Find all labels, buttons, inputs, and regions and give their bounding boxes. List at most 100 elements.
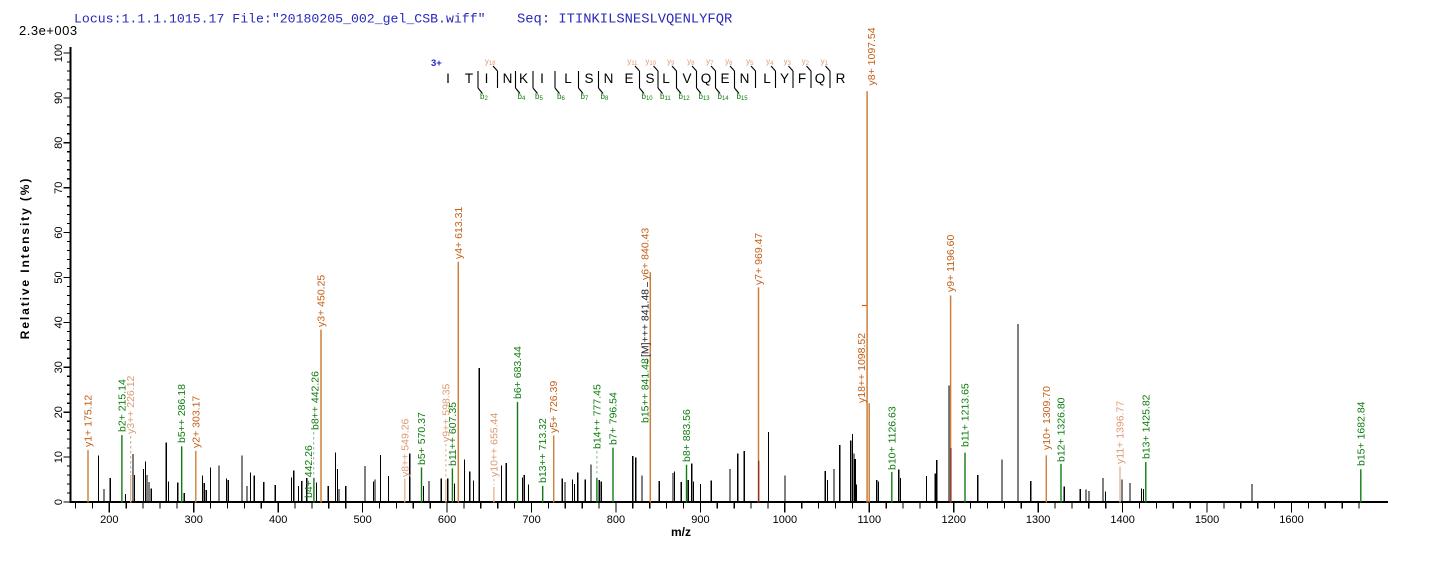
svg-text:I: I (485, 71, 489, 86)
svg-text:1600: 1600 (1279, 514, 1303, 526)
svg-text:300: 300 (185, 514, 203, 526)
svg-text:80: 80 (53, 137, 65, 149)
svg-text:400: 400 (269, 514, 287, 526)
svg-text:y2+ 303.17: y2+ 303.17 (190, 396, 202, 448)
svg-text:Locus:1.1.1.1015.17 File:"2018: Locus:1.1.1.1015.17 File:"20180205_002_g… (74, 12, 486, 27)
svg-text:Relative Intensity (%): Relative Intensity (%) (18, 177, 32, 340)
svg-text:900: 900 (691, 514, 709, 526)
svg-text:b10+ 1126.63: b10+ 1126.63 (886, 406, 898, 470)
svg-text:E: E (720, 71, 729, 86)
svg-text:y3++ 226.12: y3++ 226.12 (125, 375, 137, 434)
svg-text:y4: y4 (766, 57, 774, 67)
svg-text:T: T (465, 71, 473, 86)
svg-text:Q: Q (701, 71, 712, 86)
svg-text:100: 100 (53, 44, 65, 62)
svg-text:600: 600 (438, 514, 456, 526)
svg-text:b6: b6 (557, 92, 565, 102)
svg-text:b7: b7 (581, 92, 589, 102)
svg-text:20: 20 (53, 406, 65, 418)
svg-text:800: 800 (607, 514, 625, 526)
svg-text:[M]+++ 841.48: [M]+++ 841.48 (640, 289, 652, 357)
svg-text:y4+ 613.31: y4+ 613.31 (453, 207, 465, 259)
svg-text:b7+ 796.54: b7+ 796.54 (608, 392, 620, 445)
svg-text:b14: b14 (718, 92, 730, 102)
svg-text:Y: Y (780, 71, 789, 86)
svg-text:y1: y1 (821, 57, 829, 67)
svg-text:50: 50 (53, 271, 65, 283)
svg-text:L: L (564, 71, 572, 86)
svg-text:b15: b15 (737, 92, 749, 102)
svg-text:y1+ 175.12: y1+ 175.12 (83, 395, 95, 447)
svg-text:L: L (763, 71, 771, 86)
svg-text:V: V (682, 71, 691, 86)
svg-text:b12+ 1326.80: b12+ 1326.80 (1056, 397, 1068, 462)
svg-text:N: N (503, 71, 513, 86)
svg-text:b4+ 442.26: b4+ 442.26 (303, 445, 315, 498)
svg-text:E: E (624, 71, 633, 86)
svg-text:b15+ 1682.84: b15+ 1682.84 (1355, 401, 1367, 466)
svg-text:y11: y11 (627, 57, 638, 67)
svg-text:90: 90 (53, 92, 65, 104)
svg-text:N: N (604, 71, 614, 86)
svg-text:b5: b5 (535, 92, 543, 102)
svg-text:R: R (836, 71, 846, 86)
svg-text:b6+ 683.44: b6+ 683.44 (512, 346, 524, 399)
svg-text:b11++ 607.35: b11++ 607.35 (447, 402, 459, 466)
svg-text:30: 30 (53, 361, 65, 373)
svg-text:y10+ 1309.70: y10+ 1309.70 (1041, 386, 1053, 450)
svg-text:m/z: m/z (671, 525, 691, 539)
svg-text:L: L (662, 71, 670, 86)
svg-text:b13: b13 (699, 92, 711, 102)
svg-text:2.3e+003: 2.3e+003 (19, 23, 78, 38)
svg-text:b12: b12 (679, 92, 691, 102)
svg-text:N: N (740, 71, 750, 86)
svg-text:Seq: ITINKILSNESLVQENLYFQR: Seq: ITINKILSNESLVQENLYFQR (517, 13, 732, 28)
svg-text:y11+ 1396.77: y11+ 1396.77 (1115, 401, 1127, 464)
svg-text:y3+ 450.25: y3+ 450.25 (316, 275, 328, 327)
svg-text:y8++ 549.26: y8++ 549.26 (399, 418, 411, 477)
svg-text:1200: 1200 (941, 514, 965, 526)
svg-text:b10: b10 (642, 92, 654, 102)
svg-text:y5+ 726.39: y5+ 726.39 (548, 381, 560, 433)
svg-text:b5++ 286.18: b5++ 286.18 (176, 384, 188, 443)
svg-text:y2: y2 (802, 57, 810, 67)
svg-text:1000: 1000 (773, 514, 797, 526)
svg-text:b11+ 1213.65: b11+ 1213.65 (960, 383, 972, 447)
svg-text:b8++ 442.26: b8++ 442.26 (310, 371, 322, 430)
svg-text:b5+ 570.37: b5+ 570.37 (416, 412, 428, 465)
svg-text:40: 40 (53, 316, 65, 328)
svg-text:b4: b4 (518, 92, 526, 102)
svg-text:y3: y3 (784, 57, 792, 67)
svg-text:y18++ 1098.52: y18++ 1098.52 (856, 333, 868, 403)
svg-text:K: K (519, 71, 528, 86)
svg-text:500: 500 (353, 514, 371, 526)
svg-text:10: 10 (53, 451, 65, 463)
svg-text:I: I (446, 71, 450, 86)
svg-text:b8+ 883.56: b8+ 883.56 (681, 409, 693, 462)
svg-text:1300: 1300 (1026, 514, 1050, 526)
svg-text:200: 200 (100, 514, 118, 526)
svg-text:F: F (798, 71, 806, 86)
svg-text:b15++ 841.48: b15++ 841.48 (640, 358, 652, 423)
svg-text:y7: y7 (706, 57, 714, 67)
svg-text:1400: 1400 (1110, 514, 1134, 526)
svg-text:b8: b8 (601, 92, 609, 102)
svg-text:y18: y18 (485, 57, 496, 67)
svg-text:3+: 3+ (431, 58, 442, 69)
svg-text:y8: y8 (687, 57, 695, 67)
svg-text:y9: y9 (667, 57, 675, 67)
svg-text:b11: b11 (660, 92, 671, 102)
svg-text:y6: y6 (725, 57, 733, 67)
svg-text:y7+ 969.47: y7+ 969.47 (753, 233, 765, 285)
svg-text:y10: y10 (645, 57, 656, 67)
svg-text:y9++ 598.35: y9++ 598.35 (440, 383, 452, 442)
svg-text:S: S (645, 71, 654, 86)
svg-text:b13++ 713.32: b13++ 713.32 (537, 418, 549, 483)
svg-text:60: 60 (53, 226, 65, 238)
svg-text:y9+ 1196.60: y9+ 1196.60 (945, 235, 957, 292)
svg-text:I: I (540, 71, 544, 86)
svg-text:y5: y5 (746, 57, 754, 67)
svg-text:1100: 1100 (857, 514, 881, 526)
svg-text:700: 700 (522, 514, 540, 526)
svg-text:b14++ 777.45: b14++ 777.45 (591, 384, 603, 449)
